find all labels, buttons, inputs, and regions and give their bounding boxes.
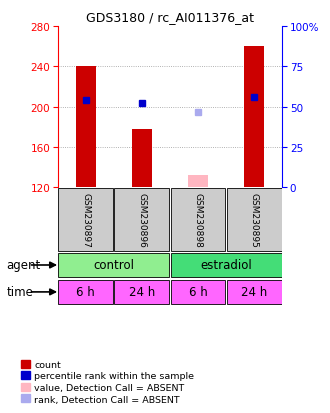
- FancyBboxPatch shape: [115, 280, 169, 304]
- Title: GDS3180 / rc_AI011376_at: GDS3180 / rc_AI011376_at: [86, 11, 254, 24]
- Text: 6 h: 6 h: [189, 286, 207, 299]
- Text: GSM230896: GSM230896: [137, 192, 147, 247]
- FancyBboxPatch shape: [227, 189, 281, 251]
- Legend: count, percentile rank within the sample, value, Detection Call = ABSENT, rank, : count, percentile rank within the sample…: [21, 360, 194, 404]
- Bar: [244, 47, 264, 188]
- Bar: [188, 176, 208, 188]
- FancyBboxPatch shape: [115, 189, 169, 251]
- Text: GSM230895: GSM230895: [249, 192, 259, 247]
- Text: 24 h: 24 h: [241, 286, 267, 299]
- Bar: [132, 130, 152, 188]
- FancyBboxPatch shape: [58, 189, 113, 251]
- FancyBboxPatch shape: [58, 280, 113, 304]
- FancyBboxPatch shape: [58, 253, 169, 278]
- Text: agent: agent: [7, 259, 41, 272]
- FancyBboxPatch shape: [171, 253, 281, 278]
- Text: GSM230897: GSM230897: [81, 192, 90, 247]
- Text: estradiol: estradiol: [200, 259, 252, 272]
- Text: control: control: [93, 259, 134, 272]
- FancyBboxPatch shape: [171, 280, 225, 304]
- Text: GSM230898: GSM230898: [193, 192, 203, 247]
- FancyBboxPatch shape: [227, 280, 281, 304]
- Text: 6 h: 6 h: [77, 286, 95, 299]
- Text: time: time: [7, 286, 33, 299]
- Text: 24 h: 24 h: [129, 286, 155, 299]
- Bar: [76, 67, 96, 188]
- FancyBboxPatch shape: [171, 189, 225, 251]
